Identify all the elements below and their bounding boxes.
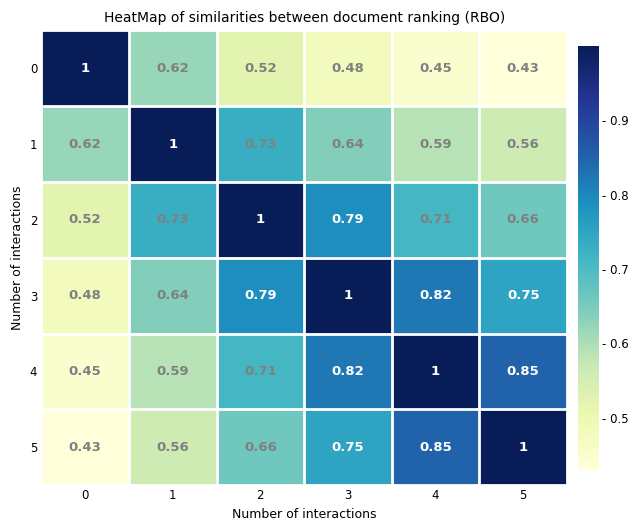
- Text: 0.62: 0.62: [68, 138, 102, 151]
- Text: 0.79: 0.79: [244, 289, 276, 302]
- Text: 0.71: 0.71: [419, 213, 452, 227]
- Text: 0.71: 0.71: [244, 365, 276, 378]
- Text: 0.59: 0.59: [156, 365, 189, 378]
- Text: 1: 1: [344, 289, 353, 302]
- Text: 0.73: 0.73: [244, 138, 276, 151]
- Text: 1: 1: [168, 138, 177, 151]
- Text: 1: 1: [431, 365, 440, 378]
- Text: 0.52: 0.52: [69, 213, 102, 227]
- Text: 0.85: 0.85: [507, 365, 540, 378]
- Text: 0.48: 0.48: [68, 289, 102, 302]
- Text: 0.52: 0.52: [244, 62, 276, 75]
- Title: HeatMap of similarities between document ranking (RBO): HeatMap of similarities between document…: [104, 11, 505, 25]
- Text: 0.62: 0.62: [156, 62, 189, 75]
- Text: 1: 1: [81, 62, 90, 75]
- Text: 0.48: 0.48: [332, 62, 364, 75]
- Text: 0.82: 0.82: [332, 365, 364, 378]
- Text: 0.66: 0.66: [244, 441, 276, 454]
- Text: 0.59: 0.59: [419, 138, 452, 151]
- Text: 0.75: 0.75: [332, 441, 364, 454]
- Text: 0.82: 0.82: [419, 289, 452, 302]
- Text: 0.66: 0.66: [507, 213, 540, 227]
- Text: 0.73: 0.73: [156, 213, 189, 227]
- Text: 0.75: 0.75: [507, 289, 540, 302]
- Text: 0.43: 0.43: [68, 441, 102, 454]
- Text: 1: 1: [518, 441, 528, 454]
- Text: 0.43: 0.43: [507, 62, 540, 75]
- Y-axis label: Number of interactions: Number of interactions: [11, 186, 24, 330]
- Text: 0.64: 0.64: [156, 289, 189, 302]
- Text: 0.85: 0.85: [419, 441, 452, 454]
- Text: 1: 1: [256, 213, 265, 227]
- Text: 0.64: 0.64: [332, 138, 364, 151]
- Text: 0.45: 0.45: [68, 365, 102, 378]
- Text: 0.79: 0.79: [332, 213, 364, 227]
- Text: 0.56: 0.56: [507, 138, 540, 151]
- Text: 0.45: 0.45: [419, 62, 452, 75]
- X-axis label: Number of interactions: Number of interactions: [232, 508, 376, 521]
- Text: 0.56: 0.56: [156, 441, 189, 454]
